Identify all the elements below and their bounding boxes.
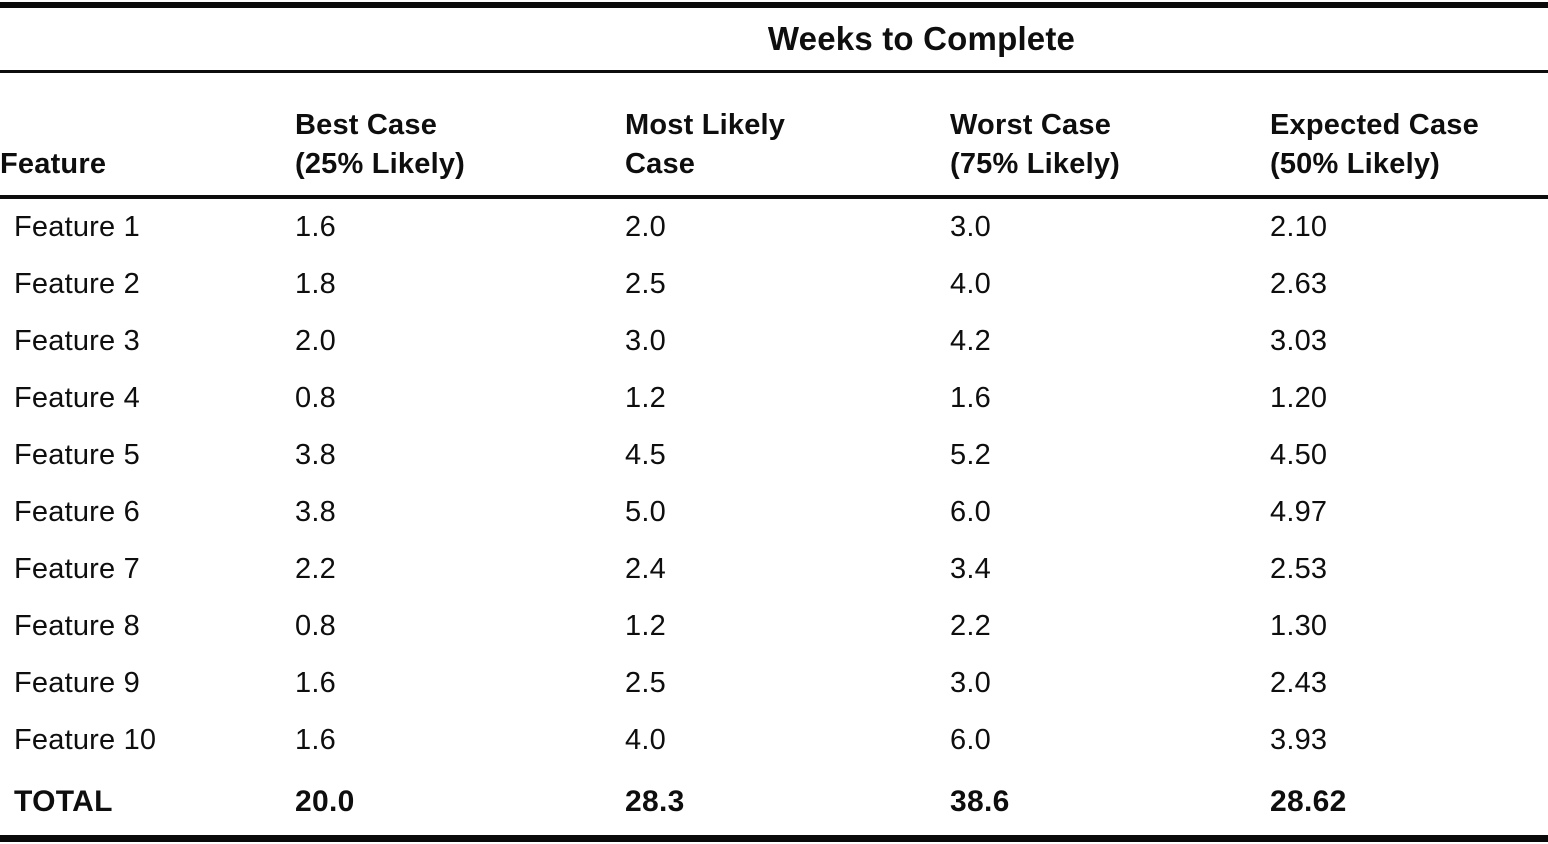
table-row: Feature 4 0.8 1.2 1.6 1.20 — [0, 370, 1548, 427]
total-row: TOTAL 20.0 28.3 38.6 28.62 — [0, 769, 1548, 839]
best-case-cell: 0.8 — [295, 610, 336, 642]
worst-case-cell: 6.0 — [950, 496, 991, 528]
column-header-worst-case: Worst Case (75% Likely) — [950, 71, 1270, 199]
spanner-spacer-cell — [0, 5, 295, 73]
most-likely-cell: 5.0 — [625, 496, 666, 528]
total-worst-case: 38.6 — [950, 785, 1010, 818]
column-header-expected-case: Expected Case (50% Likely) — [1270, 71, 1548, 199]
table-row: Feature 5 3.8 4.5 5.2 4.50 — [0, 427, 1548, 484]
column-header-most-likely-case: Most Likely Case — [625, 71, 950, 199]
feature-cell: Feature 5 — [14, 439, 140, 471]
table-row: Feature 9 1.6 2.5 3.0 2.43 — [0, 655, 1548, 712]
header-line: Most Likely — [625, 109, 786, 142]
expected-case-cell: 2.53 — [1270, 553, 1328, 585]
feature-cell: Feature 10 — [14, 724, 157, 756]
best-case-cell: 2.2 — [295, 553, 336, 585]
total-most-likely: 28.3 — [625, 785, 685, 818]
worst-case-cell: 2.2 — [950, 610, 991, 642]
header-line: Best Case — [295, 109, 438, 142]
feature-cell: Feature 4 — [14, 382, 140, 414]
worst-case-cell: 1.6 — [950, 382, 991, 414]
feature-cell: Feature 1 — [14, 211, 140, 243]
worst-case-cell: 3.0 — [950, 211, 991, 243]
best-case-cell: 1.6 — [295, 667, 336, 699]
worst-case-cell: 4.0 — [950, 268, 991, 300]
expected-case-cell: 2.63 — [1270, 268, 1328, 300]
table-row: Feature 3 2.0 3.0 4.2 3.03 — [0, 313, 1548, 370]
feature-cell: Feature 7 — [14, 553, 140, 585]
feature-cell: Feature 6 — [14, 496, 140, 528]
worst-case-cell: 3.4 — [950, 553, 991, 585]
total-expected-case: 28.62 — [1270, 785, 1347, 818]
best-case-cell: 1.8 — [295, 268, 336, 300]
header-line: Case — [625, 147, 696, 180]
best-case-cell: 3.8 — [295, 439, 336, 471]
best-case-cell: 1.6 — [295, 724, 336, 756]
best-case-cell: 3.8 — [295, 496, 336, 528]
table-body: Feature 1 1.6 2.0 3.0 2.10 Feature 2 1.8… — [0, 197, 1548, 769]
table-title-row: Weeks to Complete — [0, 5, 1548, 73]
most-likely-cell: 2.4 — [625, 553, 666, 585]
table-row: Feature 2 1.8 2.5 4.0 2.63 — [0, 256, 1548, 313]
table-row: Feature 1 1.6 2.0 3.0 2.10 — [0, 197, 1548, 256]
worst-case-cell: 4.2 — [950, 325, 991, 357]
most-likely-cell: 4.5 — [625, 439, 666, 471]
header-line: Expected Case — [1270, 109, 1479, 142]
table-row: Feature 10 1.6 4.0 6.0 3.93 — [0, 712, 1548, 769]
expected-case-cell: 4.50 — [1270, 439, 1328, 471]
table-row: Feature 8 0.8 1.2 2.2 1.30 — [0, 598, 1548, 655]
total-best-case: 20.0 — [295, 785, 355, 818]
expected-case-cell: 1.30 — [1270, 610, 1328, 642]
table-title: Weeks to Complete — [295, 5, 1548, 73]
expected-case-cell: 4.97 — [1270, 496, 1328, 528]
most-likely-cell: 1.2 — [625, 610, 666, 642]
total-label: TOTAL — [14, 785, 113, 818]
table-row: Feature 7 2.2 2.4 3.4 2.53 — [0, 541, 1548, 598]
header-line: (25% Likely) — [295, 147, 466, 180]
column-header-best-case: Best Case (25% Likely) — [295, 71, 625, 199]
expected-case-cell: 2.10 — [1270, 211, 1328, 243]
feature-cell: Feature 3 — [14, 325, 140, 357]
header-line: Worst Case — [950, 109, 1112, 142]
best-case-cell: 1.6 — [295, 211, 336, 243]
feature-cell: Feature 2 — [14, 268, 140, 300]
best-case-cell: 2.0 — [295, 325, 336, 357]
header-line: (50% Likely) — [1270, 147, 1441, 180]
expected-case-cell: 2.43 — [1270, 667, 1328, 699]
worst-case-cell: 6.0 — [950, 724, 991, 756]
best-case-cell: 0.8 — [295, 382, 336, 414]
most-likely-cell: 2.0 — [625, 211, 666, 243]
expected-case-cell: 1.20 — [1270, 382, 1328, 414]
worst-case-cell: 5.2 — [950, 439, 991, 471]
header-line: (75% Likely) — [950, 147, 1121, 180]
feature-cell: Feature 9 — [14, 667, 140, 699]
expected-case-cell: 3.93 — [1270, 724, 1328, 756]
most-likely-cell: 2.5 — [625, 268, 666, 300]
most-likely-cell: 1.2 — [625, 382, 666, 414]
most-likely-cell: 4.0 — [625, 724, 666, 756]
most-likely-cell: 3.0 — [625, 325, 666, 357]
feature-cell: Feature 8 — [14, 610, 140, 642]
expected-case-cell: 3.03 — [1270, 325, 1328, 357]
most-likely-cell: 2.5 — [625, 667, 666, 699]
table-row: Feature 6 3.8 5.0 6.0 4.97 — [0, 484, 1548, 541]
column-header-row: Feature Best Case (25% Likely) Most Like… — [0, 71, 1548, 199]
column-header-feature: Feature — [0, 71, 295, 199]
worst-case-cell: 3.0 — [950, 667, 991, 699]
